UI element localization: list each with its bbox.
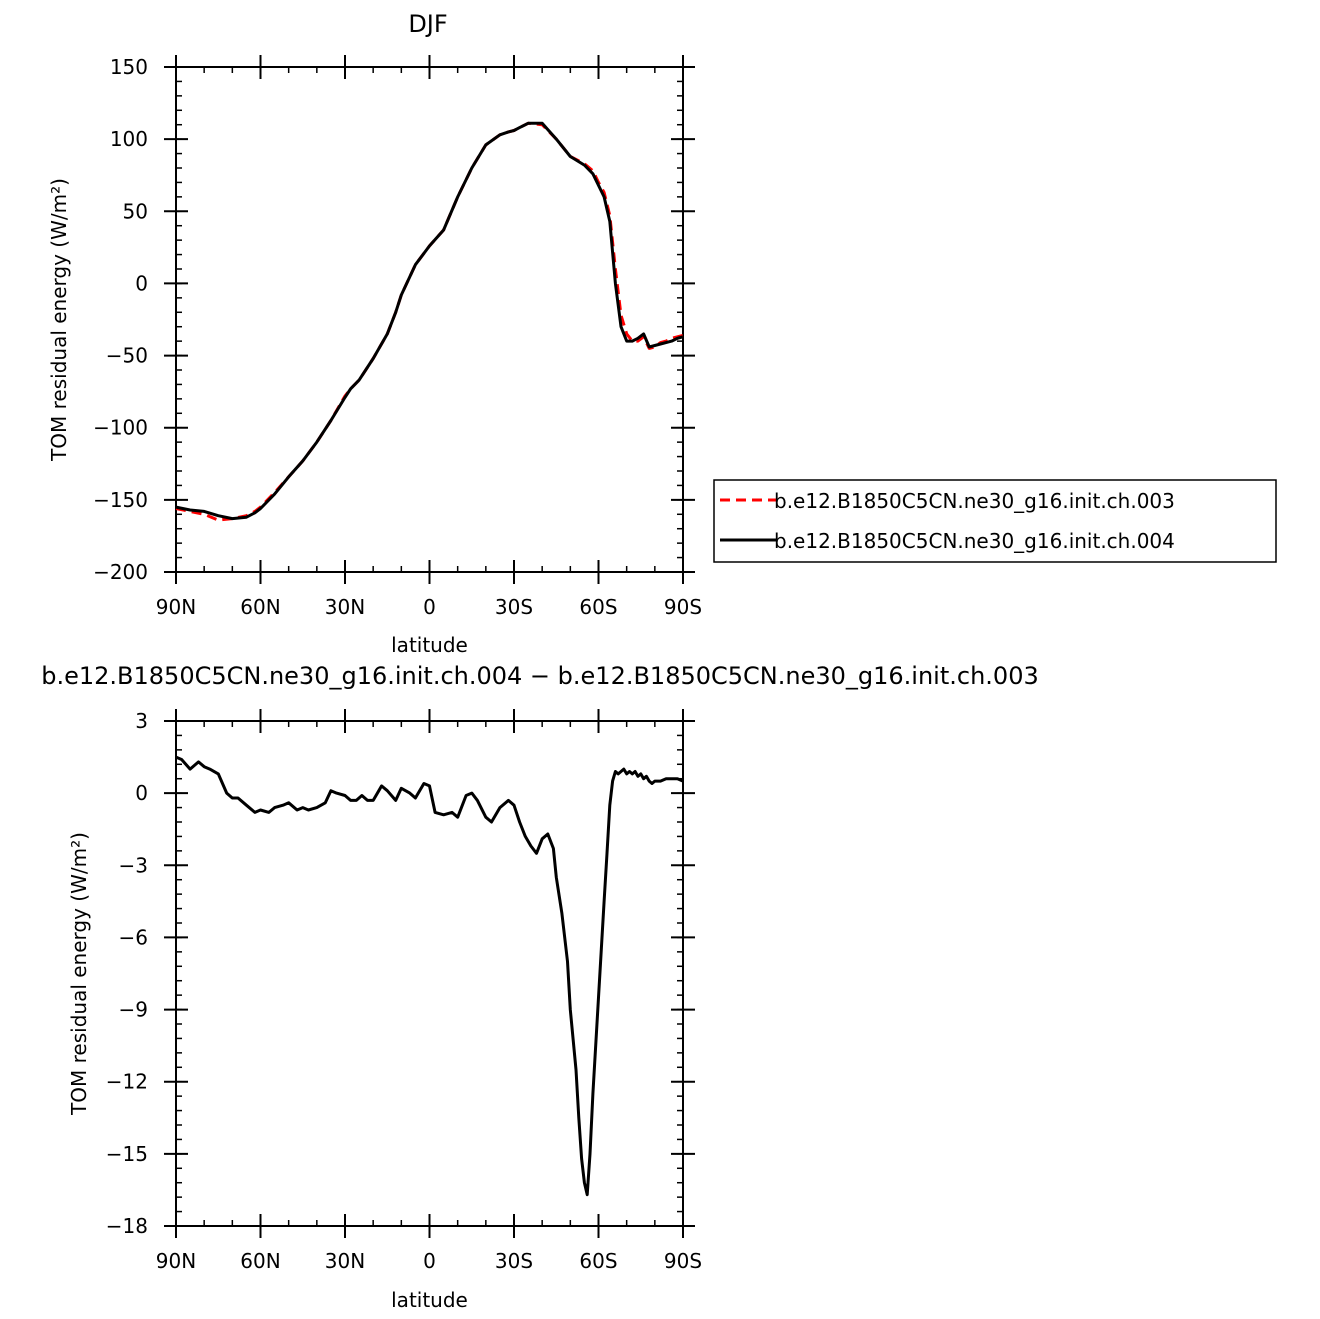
x-tick-label: 60N xyxy=(240,1249,280,1273)
y-axis-title: TOM residual energy (W/m²) xyxy=(67,832,91,1116)
legend-box xyxy=(713,479,1277,563)
y-tick-label: −150 xyxy=(93,488,148,512)
x-axis-title: latitude xyxy=(391,633,468,657)
y-tick-label: −15 xyxy=(106,1142,148,1166)
x-axis-title: latitude xyxy=(391,1288,468,1312)
x-tick-label: 60S xyxy=(579,1249,617,1273)
y-tick-label: −9 xyxy=(119,998,148,1022)
plot-frame xyxy=(175,720,684,1227)
y-tick-label: 3 xyxy=(135,709,148,733)
chart-title: DJF xyxy=(408,10,447,38)
x-tick-label: 60N xyxy=(240,595,280,619)
y-tick-label: −12 xyxy=(106,1070,148,1094)
bottom-chart: 90N 60N 30N 0 30S 60S 90S 3 0 −3 −6 −9 −12 −15 −18 b.e1… xyxy=(41,662,1038,1312)
x-tick-label: 60S xyxy=(579,595,617,619)
y-tick-label: 150 xyxy=(110,55,148,79)
y-axis-title: TOM residual energy (W/m²) xyxy=(47,178,71,462)
y-tick-label: −3 xyxy=(119,853,148,877)
legend: b.e12.B1850C5CN.ne30_g16.init.ch.003 b.e1… xyxy=(713,479,1277,563)
x-tick-label: 30N xyxy=(325,1249,365,1273)
x-tick-label: 90N xyxy=(156,595,196,619)
y-tick-label: 0 xyxy=(135,271,148,295)
chart-title: b.e12.B1850C5CN.ne30_g16.init.ch.004 − b… xyxy=(41,662,1038,690)
x-tick-label: 90S xyxy=(664,1249,702,1273)
legend-label-1: b.e12.B1850C5CN.ne30_g16.init.ch.003 xyxy=(774,489,1175,513)
y-tick-label: −100 xyxy=(93,416,148,440)
x-tick-label: 0 xyxy=(423,595,436,619)
series-line-1 xyxy=(175,755,684,1197)
y-tick-label: −18 xyxy=(106,1214,148,1238)
y-tick-label: −50 xyxy=(106,344,148,368)
y-tick-label: 100 xyxy=(110,127,148,151)
plot-frame xyxy=(175,66,684,573)
x-tick-label: 90N xyxy=(156,1249,196,1273)
series-line-1 xyxy=(175,121,684,522)
x-tick-label: 90S xyxy=(664,595,702,619)
y-tick-label: −6 xyxy=(119,925,148,949)
legend-label-2: b.e12.B1850C5CN.ne30_g16.init.ch.004 xyxy=(774,529,1175,553)
x-tick-label: 0 xyxy=(423,1249,436,1273)
series-line-2 xyxy=(175,121,684,521)
y-tick-label: −200 xyxy=(93,560,148,584)
x-tick-label: 30N xyxy=(325,595,365,619)
x-tick-label: 30S xyxy=(495,595,533,619)
x-tick-label: 30S xyxy=(495,1249,533,1273)
y-tick-label: 0 xyxy=(135,781,148,805)
top-chart: 90N 60N 30N 0 30S 60S 90S 150 100 50 0 −50 −100 −150 −… xyxy=(47,10,1277,657)
y-tick-label: 50 xyxy=(123,199,148,223)
